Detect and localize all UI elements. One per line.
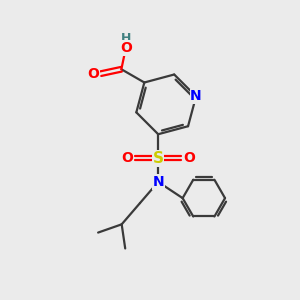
Text: O: O <box>184 152 195 165</box>
Text: O: O <box>88 67 99 81</box>
Text: H: H <box>121 32 131 45</box>
Text: O: O <box>120 41 132 55</box>
Text: O: O <box>121 152 133 165</box>
Text: S: S <box>153 151 164 166</box>
Text: N: N <box>152 175 164 189</box>
Text: N: N <box>190 89 202 103</box>
